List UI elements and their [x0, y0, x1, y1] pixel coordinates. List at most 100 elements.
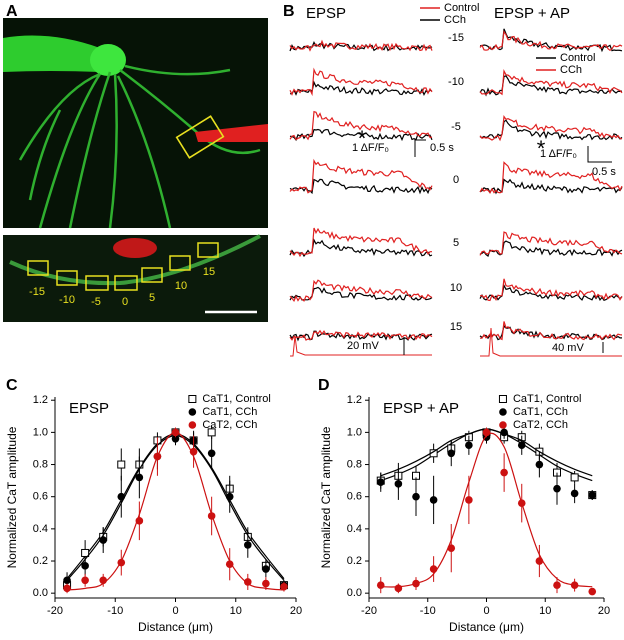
marker [99, 536, 107, 544]
fit-curve [66, 434, 285, 581]
marker [535, 460, 544, 469]
trace [480, 321, 623, 341]
y-tick-label: 0.8 [347, 458, 362, 470]
marker [225, 492, 234, 501]
panel-label: D [318, 377, 330, 394]
roi-label: 15 [203, 266, 215, 278]
panel-label: B [283, 3, 295, 20]
marker [588, 491, 597, 499]
distance-label: 15 [450, 321, 462, 333]
x-tick-label: 10 [539, 605, 551, 617]
legend-label: CaT1, CCh [202, 406, 257, 418]
legend-label: CaT1, Control [202, 393, 270, 405]
y-axis-label: Normalized CaT amplitude [319, 426, 333, 568]
x-tick-label: 20 [290, 605, 302, 617]
trace [289, 158, 433, 194]
marker [482, 428, 491, 437]
fit-curve [66, 433, 285, 580]
trace-title: EPSP + AP [494, 5, 570, 22]
roi-label: -5 [91, 296, 101, 308]
x-tick-label: 10 [230, 605, 242, 617]
trace [479, 240, 623, 257]
trace [479, 114, 623, 142]
marker [553, 581, 561, 589]
asterisk: * [537, 136, 546, 161]
marker [81, 562, 89, 570]
marker [412, 492, 420, 501]
y-tick-label: 0.2 [33, 555, 48, 567]
marker [412, 579, 420, 588]
trace [479, 178, 623, 195]
y-tick-label: 0.4 [347, 523, 362, 535]
marker [447, 449, 456, 458]
trace [479, 161, 623, 194]
x-axis-label: Distance (μm) [138, 620, 213, 634]
y-tick-label: 1.2 [347, 394, 362, 406]
marker [117, 558, 126, 567]
trace [289, 110, 433, 141]
chart-title: EPSP + AP [383, 400, 459, 417]
marker [394, 480, 403, 488]
y-tick-label: 1.0 [347, 426, 362, 438]
marker [262, 565, 270, 573]
trace [289, 227, 432, 258]
roi-label: -10 [59, 294, 75, 306]
scale-label: 0.5 s [430, 142, 454, 154]
marker [570, 489, 579, 498]
scale-label: 1 ΔF/F₀ [540, 148, 577, 160]
y-tick-label: 0.6 [33, 491, 48, 503]
trace [289, 279, 433, 303]
legend-label: CCh [444, 14, 466, 26]
chart-title: EPSP [69, 400, 109, 417]
distance-label: 0 [453, 174, 459, 186]
marker [63, 584, 71, 593]
x-tick-label: 20 [598, 605, 610, 617]
x-tick-label: -20 [361, 605, 377, 617]
fit-curve [380, 432, 593, 588]
legend-label: CaT1, Control [513, 393, 581, 405]
fit-curve [66, 431, 285, 591]
x-tick-label: 0 [483, 605, 489, 617]
marker [171, 428, 180, 437]
marker [376, 478, 385, 487]
x-tick-label: -10 [107, 605, 123, 617]
trace [289, 128, 433, 142]
legend-label: Control [444, 2, 479, 14]
marker [117, 492, 126, 501]
trace [289, 39, 433, 52]
marker [465, 496, 473, 504]
distance-label: -10 [448, 76, 464, 88]
marker [171, 435, 180, 443]
marker [81, 576, 89, 585]
marker [465, 441, 473, 450]
micrograph-bottom [3, 234, 268, 322]
marker [376, 581, 385, 589]
x-tick-label: -20 [47, 605, 63, 617]
scale-label: 1 ΔF/F₀ [352, 142, 389, 154]
legend-label: Control [560, 52, 595, 64]
roi-label: -15 [29, 286, 45, 298]
trace [479, 231, 623, 256]
trace [289, 178, 433, 195]
trace-title: EPSP [306, 5, 346, 22]
marker [135, 517, 144, 525]
marker [117, 460, 126, 469]
trace [289, 238, 433, 258]
marker [517, 499, 526, 507]
trace [479, 69, 623, 96]
legend-marker [499, 421, 507, 429]
distance-label: 5 [453, 237, 459, 249]
legend-marker [499, 408, 507, 416]
distance-label: -5 [451, 121, 461, 133]
y-tick-label: 1.0 [33, 426, 48, 438]
legend-label: CaT2, CCh [513, 419, 568, 431]
trace [479, 283, 623, 302]
y-tick-label: 0.6 [347, 491, 362, 503]
asterisk: * [358, 126, 367, 151]
y-tick-label: 1.2 [33, 394, 48, 406]
marker [570, 473, 579, 482]
vm-trace [480, 327, 622, 357]
y-tick-label: 0.2 [347, 555, 362, 567]
legend-marker [188, 395, 197, 403]
